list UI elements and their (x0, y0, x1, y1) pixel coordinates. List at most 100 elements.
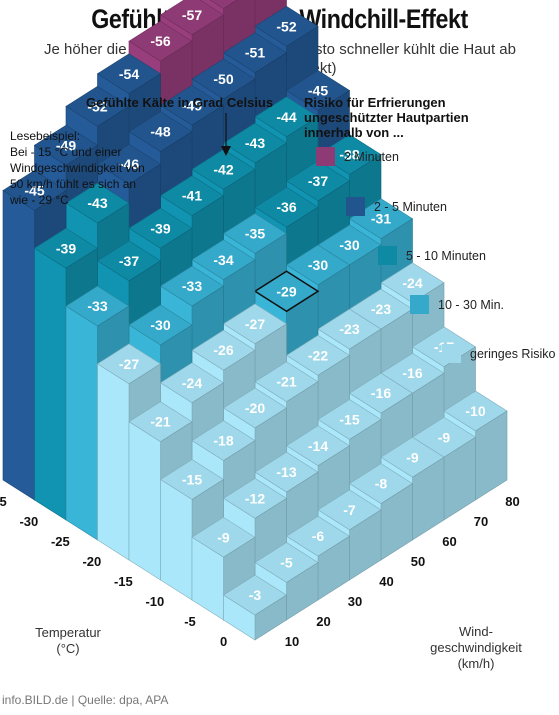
cell-value-label: -9 (438, 429, 451, 445)
cell-value-label: -7 (343, 502, 356, 518)
heatmap-cell: -3 (222, 574, 288, 641)
wind-tick: 40 (379, 574, 393, 589)
cell-value-label: -57 (182, 7, 202, 23)
temperature-axis-title: Temperatur (°C) (35, 625, 101, 656)
cell-value-label: -48 (150, 124, 170, 140)
cell-value-label: -27 (245, 316, 265, 332)
cell-value-label: -16 (402, 365, 422, 381)
legend-label: 2 Minuten (344, 149, 399, 164)
legend-label: geringes Risiko (470, 346, 556, 361)
legend-swatch (346, 197, 365, 216)
cell-value-label: -10 (465, 403, 485, 419)
cell-value-label: -45 (24, 183, 44, 199)
cell-value-label: -46 (119, 156, 139, 172)
reading-example: Lesebeispiel: Bei - 15 °C und einer Wind… (10, 128, 150, 208)
wind-tick: 50 (411, 554, 425, 569)
reading-example-title: Lesebeispiel: (10, 129, 81, 143)
cell-value-label: -23 (371, 301, 391, 317)
cell-value-label: -39 (150, 220, 170, 236)
legend-swatch (378, 246, 397, 265)
cell-value-label: -37 (119, 253, 139, 269)
cell-side-right (65, 305, 98, 541)
cell-value-label: -50 (213, 71, 233, 87)
cell-value-label: -45 (308, 83, 328, 99)
cell-value-label: -26 (213, 342, 233, 358)
wind-tick: 30 (348, 594, 362, 609)
cell-value-label: -52 (276, 18, 296, 34)
legend-item: geringes Risiko (442, 344, 555, 363)
temperature-tick: -5 (184, 614, 196, 629)
cell-side-right (128, 421, 161, 581)
cell-side-right (2, 189, 35, 501)
cell-value-label: -20 (245, 400, 265, 416)
cell-value-label: -9 (406, 449, 419, 465)
highlight-outline (253, 270, 320, 313)
cell-value-label: -27 (119, 356, 139, 372)
cell-value-label: -9 (217, 529, 230, 545)
legend-item: 2 Minuten (316, 147, 399, 166)
cell-value-label: -24 (402, 275, 422, 291)
wind-tick: 70 (474, 514, 488, 529)
cell-value-label: -44 (276, 109, 296, 125)
cell-value-label: -31 (371, 211, 391, 227)
cell-value-label: -42 (213, 161, 233, 177)
cell-value-label: -30 (150, 317, 170, 333)
heatmap-blocks: -60-52-58-45-51-57-38-44-50-56-31-37-43-… (2, 0, 508, 641)
source-credit: info.BILD.de | Quelle: dpa, APA (2, 693, 169, 707)
cell-side-right (34, 247, 67, 521)
cell-value-label: -51 (245, 45, 265, 61)
cell-value-label: -21 (276, 374, 296, 390)
cell-value-label: -3 (249, 587, 262, 603)
cell-value-label: -16 (371, 385, 391, 401)
cell-value-label: -36 (276, 199, 296, 215)
wind-tick: 80 (505, 494, 519, 509)
wind-tick: 20 (316, 614, 330, 629)
cell-side-right (160, 478, 193, 601)
cell-value-label: -6 (312, 528, 325, 544)
cell-value-label: -49 (182, 97, 202, 113)
heatmap-cell: -9 (191, 516, 256, 621)
legend-title: Risiko für Erfrierungen ungeschützter Ha… (304, 95, 469, 140)
cell-top (209, 0, 238, 9)
temperature-tick: -20 (82, 554, 101, 569)
cell-value-label: -33 (182, 278, 202, 294)
legend-swatch (316, 147, 335, 166)
legend-label: 5 - 10 Minuten (406, 248, 486, 263)
legend-swatch (410, 295, 429, 314)
cell-value-label: -18 (213, 433, 233, 449)
cell-value-label: -15 (339, 412, 359, 428)
cell-value-label: -49 (56, 137, 76, 153)
cell-value-label: -23 (339, 321, 359, 337)
cell-value-label: -22 (308, 347, 328, 363)
legend-item: 5 - 10 Minuten (378, 246, 486, 265)
reading-example-text: Bei - 15 °C und einer Windgeschwindigkei… (10, 145, 145, 207)
temperature-tick: 0 (220, 634, 227, 649)
cell-value-label: -33 (87, 298, 107, 314)
felt-cold-label: Gefühlte Kälte in Grad Celsius (86, 95, 274, 110)
temperature-tick: -15 (114, 574, 133, 589)
temperature-tick: -25 (51, 534, 70, 549)
cell-value-label: -43 (87, 195, 107, 211)
legend-swatch (442, 344, 461, 363)
cell-value-label: -21 (150, 414, 170, 430)
cell-value-label: -13 (276, 464, 296, 480)
cell-value-label: -56 (150, 33, 170, 49)
temperature-tick: -10 (145, 594, 164, 609)
temperature-tick: -35 (0, 494, 7, 509)
cell-value-label: -15 (182, 472, 202, 488)
cell-value-label: -8 (375, 476, 388, 492)
cell-value-label: -35 (245, 226, 265, 242)
cell-side-right (223, 594, 256, 641)
cell-value-label: -12 (245, 490, 265, 506)
cell-value-label: -30 (339, 237, 359, 253)
cell-value-label: -24 (182, 375, 202, 391)
legend-item: 10 - 30 Min. (410, 295, 504, 314)
legend-item: 2 - 5 Minuten (346, 197, 447, 216)
cell-value-label: -29 (276, 283, 296, 299)
legend-label: 2 - 5 Minuten (374, 199, 447, 214)
wind-tick: 60 (442, 534, 456, 549)
cell-value-label: -39 (56, 240, 76, 256)
cell-value-label: -52 (87, 98, 107, 114)
cell-value-label: -37 (308, 173, 328, 189)
